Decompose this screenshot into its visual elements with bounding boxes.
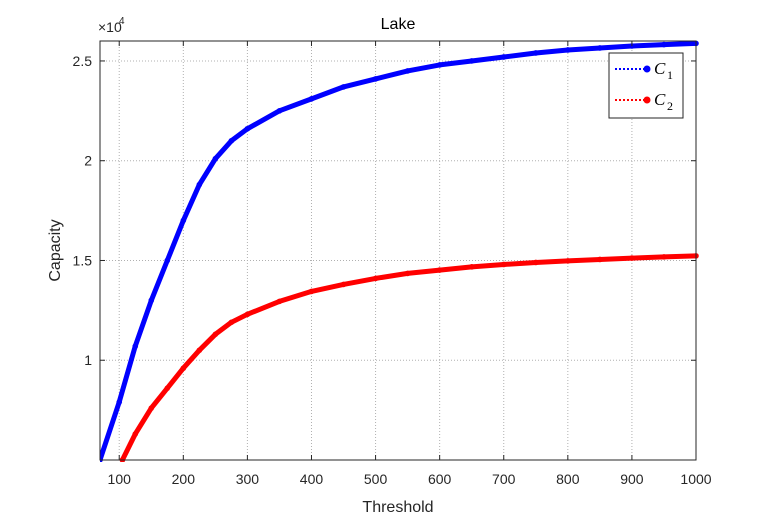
- series-1-point: [468, 58, 475, 64]
- series-2-point: [661, 254, 667, 260]
- y-tick-label: 1: [84, 352, 92, 368]
- series-1-point: [196, 181, 203, 188]
- y-axis-title: Capacity: [47, 219, 64, 281]
- x-tick-label: 100: [108, 471, 132, 487]
- legend-marker-2: [643, 96, 651, 104]
- y-tick-label: 2.5: [73, 53, 93, 69]
- legend-label-2: C: [654, 90, 666, 109]
- legend: C 1C 2: [608, 52, 684, 119]
- series-2-point: [436, 267, 443, 273]
- series-1-point: [244, 125, 251, 132]
- x-tick-label: 300: [236, 471, 260, 487]
- series-1-point: [661, 41, 667, 48]
- y-tick-label: 1.5: [73, 252, 93, 268]
- series-1-point: [148, 297, 155, 304]
- series-line-1: [100, 40, 699, 462]
- legend-label-subscript-1: 1: [667, 68, 673, 82]
- series-2-point: [340, 281, 347, 288]
- series-1-point: [597, 45, 603, 51]
- x-tick-label: 200: [172, 471, 196, 487]
- chart-title: Lake: [381, 16, 416, 33]
- y-exponent-power: 4: [119, 16, 125, 27]
- series-2-point: [629, 255, 635, 261]
- axes-box: [99, 40, 697, 461]
- legend-label-subscript-2: 2: [667, 99, 673, 113]
- series-1-point: [164, 257, 171, 264]
- series-2-point: [132, 431, 139, 437]
- series-1-point: [276, 108, 283, 114]
- series-2-point: [308, 288, 315, 295]
- series-2-point: [500, 261, 507, 268]
- x-tick-label: 500: [364, 471, 388, 487]
- series-2-point: [532, 259, 539, 266]
- series-2-point: [212, 331, 219, 338]
- legend-label-1: C: [654, 59, 666, 78]
- axis-ticks: 100 200 300 400 500 600 700 800 900 1000 1 1.5 2 2.5: [73, 41, 712, 487]
- series-2-point: [164, 385, 171, 391]
- y-exponent-label: ×10 4: [98, 16, 125, 35]
- y-exponent-base: ×10: [98, 19, 122, 35]
- x-tick-label: 900: [620, 471, 644, 487]
- series-1-point: [116, 399, 123, 405]
- series-2-point: [597, 256, 603, 263]
- series-1-point: [308, 96, 315, 102]
- series-1-point: [500, 54, 507, 60]
- plot-area: [100, 41, 696, 460]
- series-1-point: [436, 62, 443, 68]
- x-tick-label: 600: [428, 471, 452, 487]
- series-1-point: [132, 343, 139, 350]
- x-tick-label: 800: [556, 471, 580, 487]
- legend-marker-1: [643, 65, 651, 73]
- series-2-point: [372, 275, 379, 282]
- series-1-point: [404, 68, 411, 74]
- series-2-point: [565, 258, 571, 264]
- series-2-point: [228, 319, 235, 326]
- x-tick-label: 1000: [680, 471, 711, 487]
- x-tick-label: 700: [492, 471, 516, 487]
- series-2-point: [196, 347, 203, 354]
- x-axis-title: Threshold: [362, 499, 433, 516]
- series-1-point: [532, 50, 539, 56]
- series-1-point: [212, 155, 219, 162]
- series-2-point: [148, 405, 155, 411]
- series-2-point: [404, 270, 411, 277]
- series-2-point: [180, 365, 187, 372]
- series-1-point: [180, 217, 187, 224]
- series-2-point: [244, 311, 251, 318]
- series-1-point: [340, 84, 347, 90]
- series-group: [100, 40, 699, 462]
- series-2-point: [276, 298, 283, 305]
- series-1-point: [372, 76, 379, 82]
- series-1-point: [565, 47, 571, 53]
- x-tick-label: 400: [300, 471, 324, 487]
- legend-box: [608, 52, 684, 119]
- series-1-point: [228, 137, 235, 144]
- y-tick-label: 2: [84, 153, 92, 169]
- grid-lines: [100, 41, 696, 460]
- series-2-point: [468, 264, 475, 270]
